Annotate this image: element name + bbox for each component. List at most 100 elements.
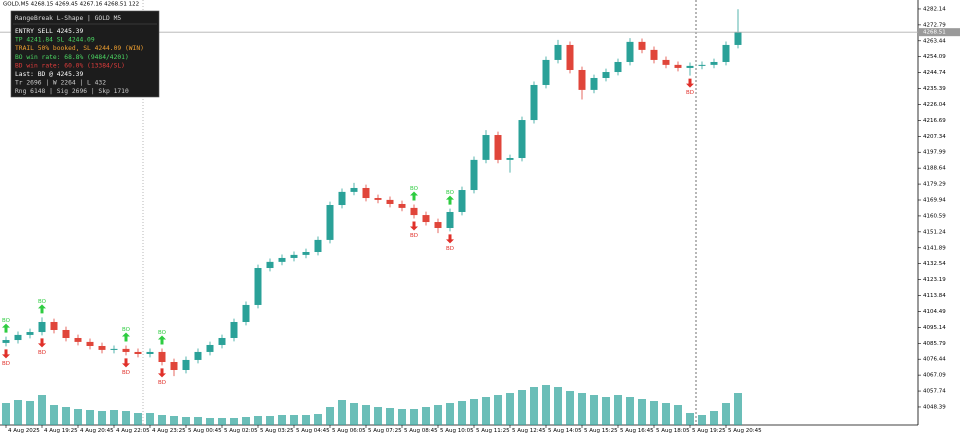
bd-label: BD (446, 246, 454, 252)
volume-bar (686, 413, 694, 425)
volume-bar (734, 393, 742, 425)
candle-body (398, 203, 406, 208)
symbol-header: GOLD,M5 4268.15 4269.45 4267.16 4268.51 … (3, 2, 139, 8)
bo-arrow (446, 195, 454, 205)
volume-bar (74, 409, 82, 425)
volume-bar (302, 415, 310, 425)
volume-bar (350, 403, 358, 425)
bo-arrow (410, 191, 418, 201)
volume-bar (482, 397, 490, 425)
volume-bar (434, 405, 442, 425)
y-tick-label: 4263.44 (923, 38, 946, 44)
candle-body (62, 329, 70, 338)
bd-label: BD (2, 361, 10, 367)
bo-arrow (2, 323, 10, 333)
candle-body (134, 351, 142, 354)
candle-body (722, 44, 730, 62)
candle-body (470, 159, 478, 191)
panel-line: BO win rate: 68.8% (9484/4201) (15, 54, 129, 61)
candle-body (566, 44, 574, 70)
candle-body (542, 59, 550, 85)
volume-bar (206, 418, 214, 425)
volume-bar (578, 393, 586, 425)
y-tick-label: 4141.89 (923, 245, 946, 251)
candle-body (122, 348, 130, 352)
candle-body (686, 65, 694, 68)
x-tick-label: 5 Aug 03:25 (260, 428, 294, 434)
candle-body (482, 135, 490, 160)
volume-bar (362, 405, 370, 425)
y-tick-label: 4057.74 (923, 389, 946, 395)
volume-bar (266, 416, 274, 425)
volume-bar (338, 400, 346, 425)
candle-body (254, 268, 262, 305)
volume-bar (398, 409, 406, 425)
candle-body (710, 61, 718, 65)
volume-bar (698, 415, 706, 425)
x-tick-label: 4 Aug 19:25 (44, 428, 78, 434)
y-tick-label: 4085.79 (923, 341, 946, 347)
y-tick-label: 4067.09 (923, 373, 946, 379)
bo-label: BO (158, 330, 167, 336)
volume-bar (650, 401, 658, 425)
panel-bg (10, 10, 160, 98)
candle-body (158, 351, 166, 362)
y-tick-label: 4123.19 (923, 277, 946, 283)
volume-bar (410, 409, 418, 425)
volume-bar (722, 403, 730, 425)
volume-bar (530, 387, 538, 425)
bd-label: BD (122, 370, 130, 376)
candle-body (38, 321, 46, 333)
bd-label: BD (38, 350, 46, 356)
bd-label: BD (686, 90, 694, 96)
x-tick-label: 5 Aug 19:25 (692, 428, 726, 434)
candle-body (578, 69, 586, 90)
candle-body (2, 340, 10, 343)
volume-bar (278, 415, 286, 425)
x-tick-label: 5 Aug 14:05 (548, 428, 582, 434)
bd-arrow (158, 368, 166, 378)
bo-arrow (122, 332, 130, 342)
candle-body (326, 205, 334, 240)
volume-bar (458, 401, 466, 425)
y-tick-label: 4272.79 (923, 22, 946, 28)
panel-line: TP 4241.84 SL 4244.09 (15, 37, 95, 44)
bo-label: BO (410, 186, 419, 192)
y-tick-label: 4188.64 (923, 166, 946, 172)
panel-title: RangeBreak L-Shape | GOLD M5 (15, 15, 121, 22)
volume-bar (662, 403, 670, 425)
bd-arrow (38, 338, 46, 348)
volume-bar (98, 411, 106, 425)
x-tick-label: 5 Aug 10:05 (440, 428, 474, 434)
volume-bar (230, 418, 238, 425)
y-tick-label: 4132.54 (923, 261, 946, 267)
bo-arrow (158, 335, 166, 345)
volume-bar (290, 415, 298, 425)
candle-body (386, 199, 394, 204)
bo-label: BO (38, 299, 47, 305)
volume-bar (122, 411, 130, 425)
volume-bar (602, 397, 610, 425)
bd-arrow (686, 78, 694, 88)
volume-bar (134, 413, 142, 425)
volume-bar (446, 403, 454, 425)
x-tick-label: 5 Aug 04:45 (296, 428, 330, 434)
candle-body (458, 190, 466, 212)
volume-bar (506, 393, 514, 425)
candle-body (206, 344, 214, 352)
bo-label: BO (446, 190, 455, 196)
volume-bar (2, 403, 10, 425)
candle-body (662, 59, 670, 65)
candle-body (734, 32, 742, 45)
y-tick-label: 4244.74 (923, 70, 946, 76)
volume-bar (14, 400, 22, 425)
volume-bar (386, 408, 394, 425)
candle-body (242, 304, 250, 322)
y-tick-label: 4160.59 (923, 213, 946, 219)
panel-line: BD win rate: 60.0% (13384/SL) (15, 62, 125, 69)
candle-body (302, 252, 310, 255)
y-tick-label: 4226.04 (923, 102, 946, 108)
volume-bar (314, 414, 322, 425)
